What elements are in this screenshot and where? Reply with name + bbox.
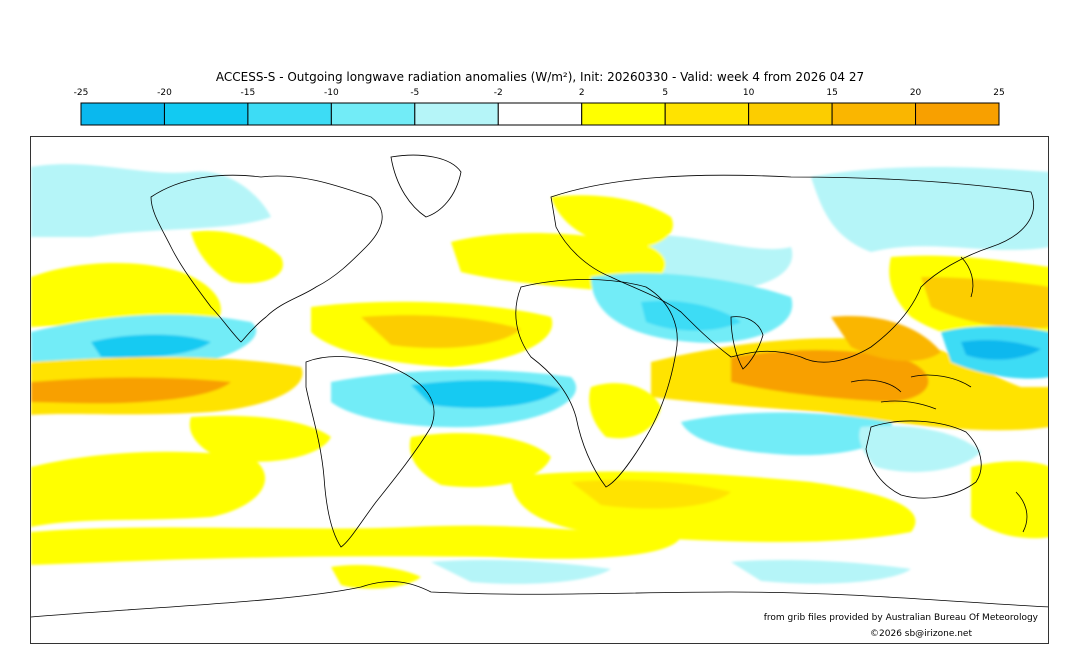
- coastline-antarctica: [31, 581, 1048, 618]
- region-australia-negative: [859, 425, 981, 472]
- colorbar-swatch: [80, 102, 165, 126]
- region-equatorial-pacific-positive-core: [31, 377, 231, 404]
- colorbar-tick-label: 5: [662, 88, 668, 98]
- coastline-south-america: [305, 356, 435, 548]
- region-ne-pacific-negative-core: [91, 334, 211, 358]
- colorbar-swatch: [497, 102, 583, 126]
- region-tropical-atlantic-positive-core: [361, 315, 521, 349]
- colorbar-swatch: [748, 102, 833, 126]
- region-south-atlantic-negative-core: [411, 380, 561, 409]
- colorbar-tick-label: -15: [241, 88, 256, 98]
- region-europe-positive: [551, 195, 673, 248]
- region-southern-ocean-positive: [31, 525, 681, 565]
- coastline-australia: [865, 420, 982, 499]
- region-north-pacific-positive: [31, 262, 221, 331]
- colorbar-swatch: [330, 102, 416, 126]
- colorbar-tick-label: -20: [157, 88, 172, 98]
- colorbar-tick-label: 20: [910, 88, 922, 98]
- anomaly-shading: [31, 164, 1048, 589]
- coastlines: [31, 154, 1048, 618]
- region-south-indian-negative: [681, 412, 893, 456]
- colorbar-tick-label: -25: [74, 88, 89, 98]
- region-antarctic-negative-2: [731, 559, 911, 584]
- colorbar-tick-label: 15: [826, 88, 837, 98]
- region-north-pacific-negative: [811, 167, 1048, 252]
- region-north-america-positive: [191, 230, 283, 284]
- colorbar-swatch: [664, 102, 750, 126]
- region-antarctic-negative: [431, 559, 611, 584]
- colorbar-tick-label: 2: [579, 88, 585, 98]
- copyright-credit: ©2026 sb@irizone.net: [870, 629, 972, 639]
- colorbar-tick-label: 25: [993, 88, 1004, 98]
- colorbar-swatch: [247, 102, 332, 126]
- colorbar-tick-label: -10: [324, 88, 339, 98]
- region-south-pacific-positive: [31, 451, 266, 527]
- region-south-pacific-positive-2: [189, 415, 331, 462]
- region-east-asia-positive-strong: [921, 277, 1048, 329]
- region-west-pacific-positive: [831, 316, 941, 362]
- region-antarctic-peninsula-positive: [331, 565, 421, 589]
- colorbar-legend: -25 -20 -15 -10 -5 -2 2 5 10 15 20 25: [74, 88, 1005, 126]
- region-south-atlantic-positive: [409, 433, 551, 488]
- coastline-eurasia: [550, 174, 1034, 363]
- coastline-india: [730, 316, 764, 370]
- colorbar-tick-label: -5: [410, 88, 419, 98]
- coastline-greenland: [390, 154, 462, 218]
- coastline-new-zealand: [1015, 491, 1028, 533]
- map-title: ACCESS-S - Outgoing longwave radiation a…: [215, 70, 865, 84]
- coastline-japan: [960, 256, 974, 298]
- region-west-pacific-negative-core: [961, 339, 1041, 360]
- colorbar-tick-label: -2: [494, 88, 503, 98]
- region-south-indian-positive-core: [571, 480, 731, 509]
- source-credit: from grib files provided by Australian B…: [763, 613, 1038, 623]
- colorbar-swatch: [831, 102, 917, 126]
- anomaly-map: from grib files provided by Australian B…: [30, 136, 1049, 644]
- coastline-north-america: [150, 174, 383, 343]
- colorbar-swatch: [581, 102, 666, 126]
- colorbar-tick-label: 10: [743, 88, 755, 98]
- coastline-maritime-continent: [850, 374, 972, 410]
- colorbar-swatch: [414, 102, 499, 126]
- region-central-africa-positive: [589, 383, 661, 439]
- region-tasman-positive: [971, 461, 1048, 539]
- region-middle-east-negative-core: [641, 300, 741, 331]
- colorbar-swatch: [915, 102, 1000, 126]
- coastline-africa: [515, 279, 678, 488]
- region-indian-ocean-positive-core: [731, 350, 929, 402]
- colorbar-swatch: [163, 102, 249, 126]
